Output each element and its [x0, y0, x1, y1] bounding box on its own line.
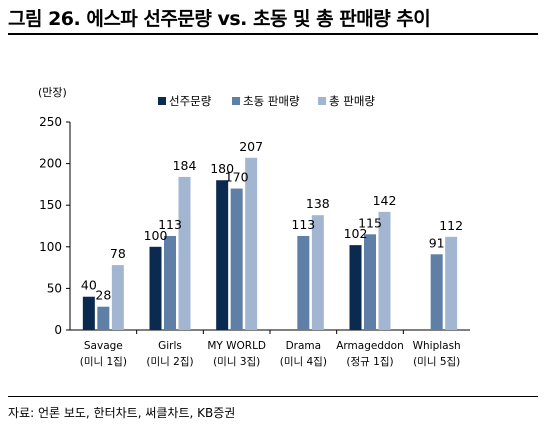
chart-bars	[82, 157, 458, 330]
bar-first-week	[164, 235, 176, 330]
bar-total	[245, 157, 258, 330]
x-category-sublabel: (정규 1집)	[346, 356, 393, 368]
y-tick-label: 50	[47, 281, 62, 295]
y-tick-label: 0	[54, 323, 62, 337]
x-category-sublabel: (미니 3집)	[213, 356, 260, 368]
bar-value-label: 142	[373, 193, 397, 208]
bar-preorder	[349, 245, 362, 330]
y-tick-label: 200	[39, 157, 62, 171]
legend-label: 총 판매량	[329, 94, 375, 108]
x-category-label: MY WORLD	[207, 340, 266, 352]
bar-first-week	[297, 235, 310, 330]
bar-first-week	[230, 188, 243, 330]
x-category-label: Savage	[84, 340, 123, 352]
bar-first-week	[364, 234, 376, 330]
bar-total	[311, 215, 324, 330]
x-category-label: Girls	[158, 340, 182, 352]
bar-value-label: 78	[110, 246, 126, 261]
legend-swatch	[158, 97, 166, 105]
chart-title: 그림 26. 에스파 선주문량 vs. 초동 및 총 판매량 추이	[8, 8, 431, 30]
x-category-sublabel: (미니 2집)	[146, 356, 193, 368]
chart-axes: (만장) 0 50 100 150 200 250 Savage (미니 1집) Girls (미니…	[38, 86, 470, 368]
y-tick-label: 250	[39, 115, 62, 129]
bar-first-week	[430, 254, 443, 330]
legend-swatch	[232, 97, 240, 105]
x-category-label: Whiplash	[413, 340, 461, 352]
legend-swatch	[318, 97, 326, 105]
bar-preorder	[149, 246, 162, 330]
bar-preorder	[82, 296, 95, 330]
bar-total	[111, 265, 124, 330]
source-rule	[8, 396, 538, 397]
x-category-sublabel: (미니 5집)	[413, 356, 460, 368]
legend-label: 초동 판매량	[243, 94, 300, 108]
bar-value-label: 180	[210, 161, 234, 176]
bar-total	[378, 211, 391, 330]
bar-preorder	[216, 180, 229, 330]
bar-total	[445, 236, 458, 330]
x-category-label: Armageddon	[336, 340, 404, 352]
title-rule	[8, 33, 538, 35]
y-unit-label: (만장)	[38, 86, 67, 99]
bar-value-label: 138	[306, 196, 330, 211]
bar-value-label: 28	[95, 288, 111, 303]
y-tick-label: 150	[39, 198, 62, 212]
bar-value-label: 113	[291, 217, 315, 232]
bar-value-label: 102	[344, 226, 368, 241]
bar-value-label: 91	[429, 235, 445, 250]
bar-value-label: 115	[358, 215, 382, 230]
x-category-sublabel: (미니 1집)	[80, 356, 127, 368]
bar-total	[178, 176, 191, 330]
bar-value-label: 207	[239, 139, 263, 154]
bar-value-label: 40	[81, 278, 97, 293]
chart-legend: 선주문량 초동 판매량 총 판매량	[158, 94, 375, 108]
bar-value-label: 100	[144, 228, 168, 243]
x-category-sublabel: (미니 4집)	[280, 356, 327, 368]
source-note: 자료: 언론 보도, 한터차트, 써클차트, KB증권	[8, 406, 236, 420]
y-tick-label: 100	[39, 240, 62, 254]
bar-value-label: 170	[225, 170, 249, 185]
bar-value-label: 113	[158, 217, 182, 232]
x-category-label: Drama	[286, 340, 322, 352]
legend-label: 선주문량	[169, 94, 212, 108]
bar-value-label: 184	[173, 158, 197, 173]
bar-value-label: 112	[439, 218, 463, 233]
bar-first-week	[97, 306, 110, 330]
